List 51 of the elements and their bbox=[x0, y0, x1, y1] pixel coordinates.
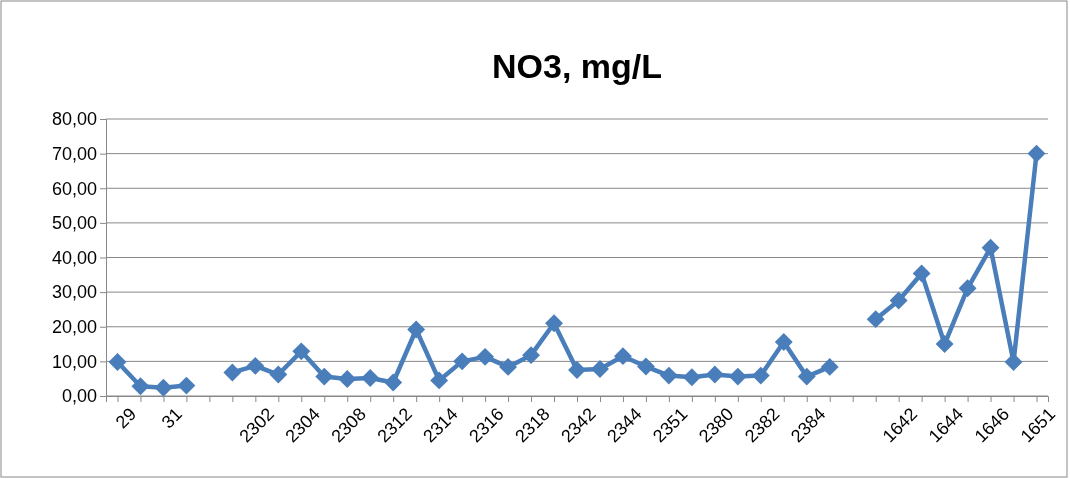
point bbox=[958, 279, 977, 298]
y-tick-label: 0,00 bbox=[61, 386, 97, 407]
y-tick-label: 10,00 bbox=[51, 351, 97, 372]
point bbox=[774, 333, 793, 351]
point bbox=[384, 373, 403, 392]
point bbox=[728, 367, 747, 386]
point bbox=[751, 366, 770, 385]
point bbox=[522, 346, 540, 365]
point bbox=[499, 357, 518, 376]
point bbox=[797, 367, 816, 386]
point bbox=[177, 376, 196, 395]
y-tick-label: 40,00 bbox=[51, 247, 97, 268]
point bbox=[820, 357, 839, 376]
point bbox=[935, 335, 954, 354]
y-tick-label: 70,00 bbox=[51, 143, 97, 164]
point bbox=[108, 353, 127, 372]
point bbox=[614, 347, 632, 366]
point bbox=[591, 360, 609, 378]
point bbox=[545, 314, 563, 333]
point bbox=[154, 378, 173, 397]
y-tick-label: 50,00 bbox=[51, 213, 97, 234]
x-tick-label: 29 bbox=[111, 403, 141, 433]
point bbox=[682, 368, 701, 387]
y-tick-label: 30,00 bbox=[51, 282, 97, 303]
point bbox=[866, 310, 885, 329]
point bbox=[568, 361, 586, 379]
point bbox=[407, 320, 426, 339]
chart-title: NO3, mg/L bbox=[491, 47, 663, 85]
y-tick-label: 20,00 bbox=[51, 317, 97, 338]
point bbox=[315, 367, 334, 386]
point bbox=[981, 238, 1000, 257]
point bbox=[223, 363, 242, 382]
y-tick-label: 60,00 bbox=[51, 178, 97, 199]
y-tick-label: 80,00 bbox=[51, 109, 97, 130]
point bbox=[430, 371, 449, 390]
point bbox=[131, 377, 150, 396]
point bbox=[889, 291, 908, 310]
point bbox=[361, 369, 380, 387]
point bbox=[1004, 353, 1023, 372]
point bbox=[453, 352, 472, 371]
point bbox=[246, 356, 265, 375]
point bbox=[912, 264, 931, 283]
point bbox=[636, 357, 655, 376]
point bbox=[705, 365, 724, 384]
point bbox=[476, 347, 495, 366]
point bbox=[338, 370, 357, 388]
point bbox=[1027, 144, 1046, 163]
point bbox=[269, 365, 288, 384]
point bbox=[659, 366, 678, 385]
x-tick-label: 31 bbox=[157, 403, 187, 433]
point bbox=[292, 342, 311, 361]
